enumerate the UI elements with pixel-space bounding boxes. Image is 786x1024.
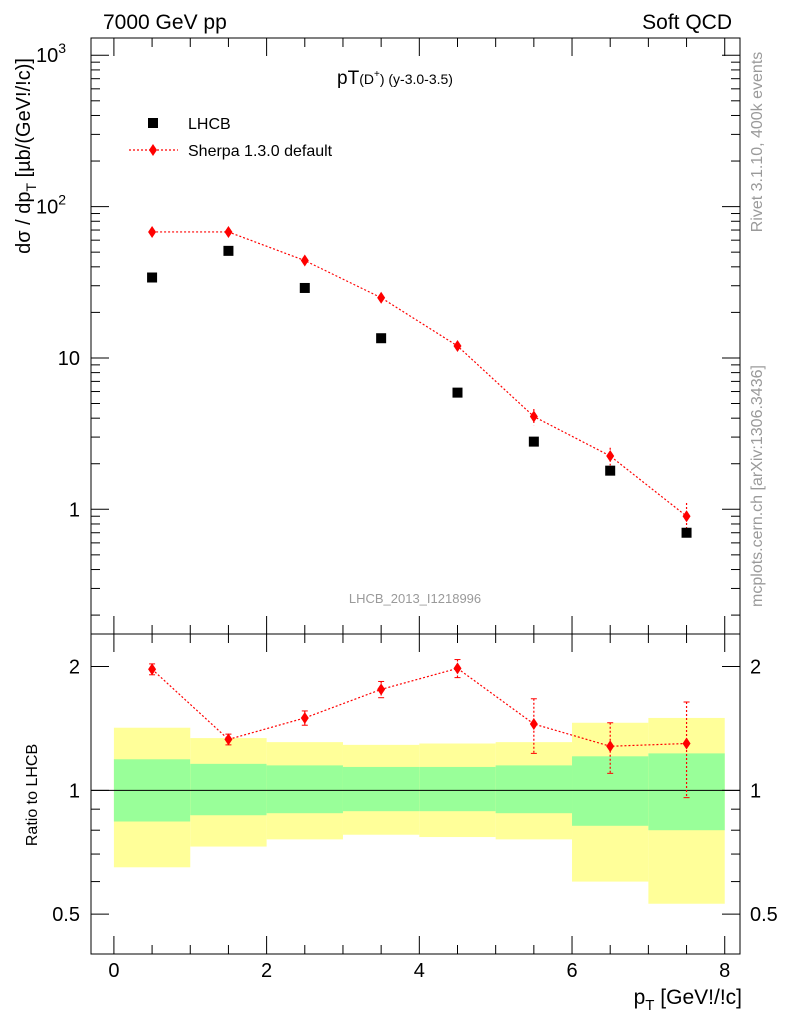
ratio-sherpa-point <box>529 717 538 730</box>
mcplots-text: mcplots.cern.ch [arXiv:1306.3436] <box>749 365 766 607</box>
xlabel-main: p <box>634 986 646 1009</box>
sherpa-line <box>152 231 687 517</box>
legend: LHCB Sherpa 1.3.0 default <box>129 116 333 160</box>
lhcb-point <box>376 333 387 344</box>
lhcb-point <box>681 527 692 538</box>
x-axis-label: pT [GeV!/!c] <box>634 986 742 1014</box>
main-marks <box>147 225 692 538</box>
title-main: pT <box>337 68 360 89</box>
x-tick-label: 8 <box>719 960 730 982</box>
lhcb-point <box>605 465 616 476</box>
ylabel-main: dσ / dp <box>13 192 35 254</box>
title-sup: + <box>374 69 380 80</box>
inner-band <box>419 766 496 812</box>
sherpa-point <box>682 510 691 523</box>
main-y-tick-exponent: 2 <box>58 192 66 208</box>
ratio-x-ticks: 0 2 4 6 8 <box>108 634 730 982</box>
xlabel-rest: [GeV!/!c] <box>654 986 742 1009</box>
ratio-sherpa-point <box>453 662 462 675</box>
sherpa-point <box>300 254 309 267</box>
main-x-ticks <box>113 38 726 634</box>
ratio-panel: 0.5 0.5 1 1 2 2 0 2 4 6 8 Ratio to LHCB pT [GeV!/… <box>24 633 778 1014</box>
legend-marker-diamond <box>149 144 157 156</box>
legend-item-lhcb: LHCB <box>148 116 231 133</box>
ratio-y-tick-label: 2 <box>69 657 80 679</box>
inner-band <box>190 763 267 816</box>
ratio-sherpa-point <box>682 737 691 750</box>
ratio-y-axis-label: Ratio to LHCB <box>24 744 41 846</box>
lhcb-point <box>528 436 539 447</box>
x-tick-label: 4 <box>414 960 425 982</box>
inner-band <box>495 765 573 814</box>
legend-label-sherpa: Sherpa 1.3.0 default <box>188 143 333 160</box>
main-y-tick-label: 103 <box>36 40 66 67</box>
legend-label-lhcb: LHCB <box>188 116 231 133</box>
main-y-ticks: 1 10 102 103 <box>36 40 740 616</box>
ylabel-rest: [µb/(GeV!/!c)] <box>13 58 35 183</box>
lhcb-point <box>223 245 234 256</box>
rivet-version-text: Rivet 3.1.10, 400k events <box>749 52 766 233</box>
x-tick-label: 6 <box>566 960 577 982</box>
header-right: Soft QCD <box>642 11 732 34</box>
lhcb-point <box>147 272 158 283</box>
lhcb-point <box>452 387 463 398</box>
ratio-y-tick-label-right: 0.5 <box>750 904 778 926</box>
ratio-frame <box>90 633 741 955</box>
title-sub: (D <box>359 71 374 87</box>
x-tick-label: 0 <box>108 960 119 982</box>
main-y-tick-exponent: 3 <box>58 40 66 56</box>
inner-band <box>266 765 343 814</box>
main-panel: 1 10 102 103 pT(D+) (y-3.0-3.5) LHCB_2013_I… <box>13 37 741 635</box>
chart-title: pT(D+) (y-3.0-3.5) <box>337 68 453 89</box>
main-y-tick-label: 10 <box>58 348 80 370</box>
x-tick-label: 2 <box>261 960 272 982</box>
ratio-sherpa-point <box>148 663 157 676</box>
sherpa-point <box>529 410 538 423</box>
xlabel-sub: T <box>645 997 654 1014</box>
main-y-axis-label: dσ / dpT [µb/(GeV!/!c)] <box>13 58 39 254</box>
sherpa-point <box>377 291 386 304</box>
analysis-watermark: LHCB_2013_I1218996 <box>349 591 481 606</box>
ratio-y-tick-label-right: 1 <box>750 780 761 802</box>
sherpa-point <box>148 225 157 238</box>
sherpa-point <box>453 339 462 352</box>
legend-marker-square <box>148 118 158 128</box>
sherpa-point <box>224 225 233 238</box>
title-rest: ) (y-3.0-3.5) <box>380 71 453 87</box>
ratio-y-ticks: 0.5 0.5 1 1 2 2 <box>52 657 778 927</box>
ratio-sherpa-point <box>300 711 309 724</box>
ratio-y-tick-label: 1 <box>69 780 80 802</box>
ylabel-sub: T <box>23 183 39 192</box>
main-y-tick-label: 1 <box>69 499 80 521</box>
inner-band <box>572 756 649 826</box>
header-left: 7000 GeV pp <box>103 11 227 34</box>
lhcb-point <box>299 282 310 293</box>
sherpa-point <box>606 449 615 462</box>
ratio-marks <box>148 659 691 799</box>
legend-item-sherpa: Sherpa 1.3.0 default <box>129 143 333 160</box>
main-y-tick-label: 102 <box>36 192 66 219</box>
ratio-y-tick-label-right: 2 <box>750 657 761 679</box>
inner-band <box>342 766 420 812</box>
ratio-sherpa-point <box>224 733 233 746</box>
ratio-sherpa-point <box>377 683 386 696</box>
ratio-y-tick-label: 0.5 <box>52 904 80 926</box>
ratio-sherpa-line <box>151 667 687 747</box>
ratio-sherpa-point <box>606 740 615 753</box>
